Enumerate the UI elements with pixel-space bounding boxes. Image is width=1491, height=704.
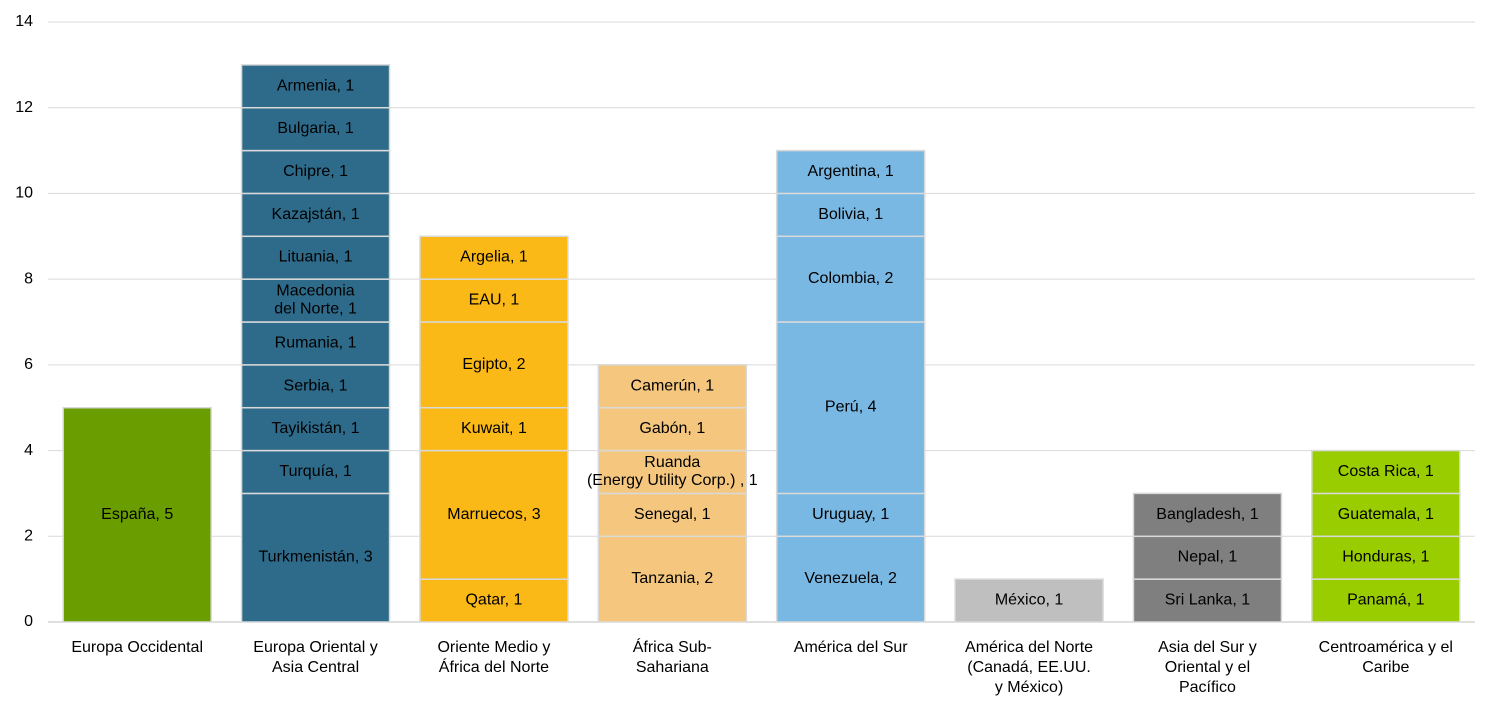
data-label: Honduras, 1: [1342, 549, 1429, 566]
y-tick-label: 10: [15, 185, 33, 202]
y-tick-label: 2: [24, 528, 33, 545]
bar-segment: [597, 492, 748, 538]
data-label: Argelia, 1: [460, 249, 528, 266]
y-tick-label: 0: [24, 613, 33, 630]
data-label: Turkmenistán, 3: [259, 549, 373, 566]
bar-segment: [419, 406, 569, 452]
data-label: Turquía, 1: [279, 463, 351, 480]
data-label: Guatemala, 1: [1338, 506, 1434, 523]
bar-segment: [1132, 492, 1283, 538]
data-label: Qatar, 1: [465, 592, 522, 609]
bar-segment: [775, 321, 926, 495]
data-label: Bangladesh, 1: [1156, 506, 1258, 523]
data-label: Kuwait, 1: [461, 420, 527, 437]
bar-segment: [240, 192, 391, 238]
data-label: Serbia, 1: [284, 378, 348, 395]
x-tick-label: Europa Occidental: [71, 639, 203, 656]
bar-segment: [419, 235, 569, 280]
bar-segment: [597, 535, 748, 623]
bar-segment: [1132, 535, 1283, 580]
data-label: Kazajstán, 1: [272, 206, 360, 223]
bar-segment: [954, 578, 1104, 623]
bar-segment: [240, 321, 391, 366]
bar-segment: [240, 64, 391, 109]
data-label: Bolivia, 1: [818, 206, 883, 223]
x-tick-label: América del Norte (Canadá, EE.UU. y México…: [965, 639, 1093, 696]
data-label: Perú, 4: [825, 399, 877, 416]
bar-segment: [775, 192, 926, 238]
data-label: Costa Rica, 1: [1338, 463, 1434, 480]
data-label: Panamá, 1: [1347, 592, 1424, 609]
x-tick-label: África Sub-Sahariana: [633, 637, 712, 676]
bar-segment: [775, 149, 926, 195]
bar-segment: [1311, 492, 1461, 538]
data-label: Gabón, 1: [639, 420, 705, 437]
bar-segment: [775, 492, 926, 538]
bar-segment: [240, 406, 391, 452]
data-label: Camerún, 1: [631, 378, 715, 395]
data-label: Senegal, 1: [634, 506, 711, 523]
bar-segment: [240, 235, 391, 280]
bar-segment: [775, 535, 926, 623]
data-label: Colombia, 2: [808, 270, 893, 287]
data-label: España, 5: [101, 506, 173, 523]
data-label: Nepal, 1: [1178, 549, 1238, 566]
bar-segment: [1311, 578, 1461, 623]
data-label: Bulgaria, 1: [277, 120, 354, 137]
y-tick-label: 8: [24, 270, 33, 287]
bar-segment: [775, 235, 926, 323]
bar-segment: [62, 406, 212, 623]
bar-segment: [240, 492, 391, 623]
bar-segment: [419, 321, 569, 409]
data-label: Chipre, 1: [283, 163, 348, 180]
bar-segment: [419, 278, 569, 323]
x-tick-label: Centroamérica y el Caribe: [1319, 639, 1453, 676]
bar-segment: [597, 364, 748, 409]
data-label: Uruguay, 1: [812, 506, 889, 523]
bar-segment: [240, 149, 391, 195]
x-tick-label: Europa Oriental y Asia Central: [253, 639, 378, 676]
x-tick-label: Asia del Sur y Oriental y el Pacífico: [1158, 639, 1257, 696]
y-tick-label: 14: [15, 13, 33, 30]
data-label: Sri Lanka, 1: [1165, 592, 1250, 609]
data-label: Ruanda (Energy Utility Corp.) , 1: [587, 454, 758, 489]
bar-segment: [597, 406, 748, 452]
data-label: Venezuela, 2: [804, 570, 897, 587]
data-label: Egipto, 2: [462, 356, 525, 373]
data-label: Marruecos, 3: [447, 506, 540, 523]
x-tick-label: América del Sur: [794, 639, 908, 656]
y-tick-label: 4: [24, 442, 33, 459]
bar-segment: [419, 449, 569, 580]
data-label: Tanzania, 2: [631, 570, 713, 587]
data-label: Rumania, 1: [275, 335, 357, 352]
data-label: Argentina, 1: [808, 163, 894, 180]
y-tick-label: 6: [24, 356, 33, 373]
data-label: Macedonia del Norte, 1: [274, 283, 357, 318]
data-label: EAU, 1: [469, 292, 520, 309]
data-label: México, 1: [995, 592, 1064, 609]
bar-segment: [1311, 535, 1461, 580]
data-label: Lituania, 1: [279, 249, 353, 266]
bar-segment: [597, 449, 748, 495]
bar-segment: [1311, 449, 1461, 495]
y-tick-label: 12: [15, 99, 33, 116]
data-label: Armenia, 1: [277, 78, 354, 95]
data-label: Tayikistán, 1: [272, 420, 360, 437]
x-tick-label: Oriente Medio y África del Norte: [437, 639, 550, 676]
